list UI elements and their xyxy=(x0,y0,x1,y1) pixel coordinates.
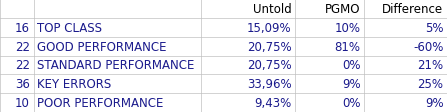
Text: 22: 22 xyxy=(15,59,30,72)
Text: POOR PERFORMANCE: POOR PERFORMANCE xyxy=(37,96,164,109)
Text: 10: 10 xyxy=(15,96,30,109)
Text: 16: 16 xyxy=(15,22,30,34)
Text: -60%: -60% xyxy=(413,40,443,53)
Text: 81%: 81% xyxy=(335,40,361,53)
Text: Untold: Untold xyxy=(253,3,291,16)
Text: 9%: 9% xyxy=(425,96,443,109)
Text: KEY ERRORS: KEY ERRORS xyxy=(37,78,111,90)
Text: 20,75%: 20,75% xyxy=(247,40,291,53)
Text: PGMO: PGMO xyxy=(325,3,361,16)
Text: 33,96%: 33,96% xyxy=(247,78,291,90)
Text: 5%: 5% xyxy=(425,22,443,34)
Text: 9,43%: 9,43% xyxy=(254,96,291,109)
Text: 36: 36 xyxy=(15,78,30,90)
Text: STANDARD PERFORMANCE: STANDARD PERFORMANCE xyxy=(37,59,194,72)
Text: 22: 22 xyxy=(15,40,30,53)
Text: 9%: 9% xyxy=(342,78,361,90)
Text: TOP CLASS: TOP CLASS xyxy=(37,22,102,34)
Text: 15,09%: 15,09% xyxy=(247,22,291,34)
Text: 25%: 25% xyxy=(417,78,443,90)
Text: GOOD PERFORMANCE: GOOD PERFORMANCE xyxy=(37,40,167,53)
Text: 20,75%: 20,75% xyxy=(247,59,291,72)
Text: 0%: 0% xyxy=(342,96,361,109)
Text: 10%: 10% xyxy=(335,22,361,34)
Text: 0%: 0% xyxy=(342,59,361,72)
Text: 21%: 21% xyxy=(417,59,443,72)
Text: Difference: Difference xyxy=(382,3,443,16)
